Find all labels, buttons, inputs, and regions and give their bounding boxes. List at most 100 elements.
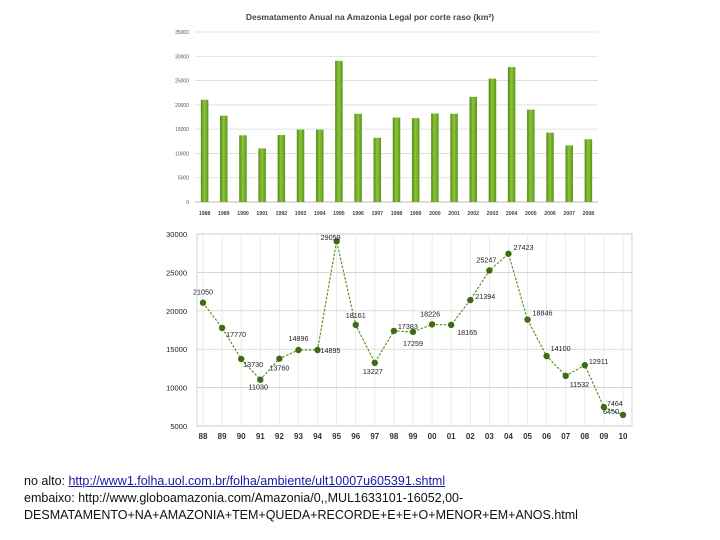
line-x-tick-label: 03 [485,432,494,441]
line-x-tick-label: 05 [523,432,532,441]
caption-top-link[interactable]: http://www1.folha.uol.com.br/folha/ambie… [68,474,446,488]
line-chart: 5000 10000 15000 20000 25000 30000 21050 17770 1… [166,230,633,441]
bar-y-tick-label: 25000 [175,79,189,85]
bar-x-tick-label: 1994 [314,211,326,217]
bar-1988 [200,99,209,202]
bar-x-tick-label: 1992 [276,211,288,217]
bar-x-tick-label: 2001 [448,211,460,217]
line-data-label: 25247 [476,256,496,265]
line-data-label: 18226 [420,309,440,318]
line-y-tick-label: 10000 [166,384,187,393]
line-y-tick-label: 5000 [170,422,187,431]
bar-1995 [335,60,343,202]
line-x-tick-label: 95 [332,432,341,441]
line-x-tick-label: 02 [466,432,475,441]
line-data-label: 18165 [457,328,477,337]
line-x-tick-label: 01 [447,432,456,441]
line-x-tick-label: 91 [256,432,265,441]
bar-x-tick-label: 1998 [391,211,403,217]
line-point-88 [199,299,207,306]
line-data-label: 29059 [321,233,341,242]
bar-x-tick-label: 2008 [583,211,595,217]
line-x-tick-label: 04 [504,432,513,441]
line-point-06 [543,352,550,360]
bar-1999 [411,118,420,202]
bar-x-tick-label: 2000 [429,211,441,217]
bar-chart: Desmatamento Anual na Amazonia Legal por… [175,12,598,217]
bar-x-tick-label: 2005 [525,211,537,217]
line-data-label: 13730 [243,360,263,369]
line-data-label: 17383 [398,322,418,331]
bar-2001 [450,113,458,202]
bar-1991 [258,148,266,202]
bar-y-tick-label: 20000 [175,103,189,109]
bar-2007 [565,145,573,202]
bar-x-tick-label: 1988 [199,211,211,217]
line-x-tick-label: 92 [275,432,284,441]
bar-x-tick-label: 1990 [237,211,249,217]
line-point-00 [428,321,436,328]
bar-x-tick-label: 1999 [410,211,422,217]
bar-x-tick-label: 1995 [333,211,345,217]
line-point-96 [352,321,359,329]
line-data-label: 12911 [589,357,608,366]
line-data-label: 14895 [321,346,341,355]
bar-x-tick-label: 2004 [506,211,518,217]
line-point-91 [257,376,264,383]
line-data-label: 7464 [607,399,623,408]
line-data-label: 18846 [533,309,553,318]
line-x-tick-label: 00 [428,432,437,441]
caption-top-prefix: no alto: [24,474,69,488]
bar-x-tick-label: 2006 [544,211,556,217]
line-x-tick-label: 98 [389,432,398,441]
line-point-97 [371,359,379,367]
line-x-tick-label: 89 [218,432,227,441]
bar-x-tick-label: 1993 [295,211,307,217]
line-point-03 [486,267,493,274]
line-data-label: 17259 [403,339,423,348]
bar-y-tick-label: 0 [186,200,189,206]
bar-2002 [469,96,478,202]
bar-1989 [220,115,228,202]
line-point-93 [295,346,302,354]
caption-bottom-source-line2: DESMATAMENTO+NA+AMAZONIA+TEM+QUEDA+RECOR… [24,508,578,522]
bar-1994 [315,129,324,202]
bar-1993 [296,129,305,202]
bar-2000 [431,113,439,202]
line-point-07 [562,372,569,380]
bar-x-tick-label: 1991 [256,211,268,217]
line-data-label: 27423 [513,243,533,252]
line-y-tick-label: 15000 [166,345,187,354]
bar-1990 [239,135,247,202]
line-point-92 [276,355,283,362]
line-x-tick-label: 97 [370,432,379,441]
line-data-label: 14896 [288,334,308,343]
bar-1997 [373,137,382,202]
line-point-01 [447,321,455,329]
bar-y-tick-label: 10000 [175,151,189,157]
bar-1992 [277,135,286,202]
line-y-tick-label: 20000 [166,307,187,316]
line-series-path [202,241,624,416]
line-data-label: 11030 [249,383,268,392]
line-y-tick-label: 25000 [166,268,187,277]
line-x-tick-label: 10 [619,432,628,441]
bar-2004 [507,67,516,203]
line-data-label: 17770 [226,330,246,339]
bar-1996 [354,113,362,202]
line-point-05 [524,316,531,323]
line-x-tick-label: 07 [561,432,570,441]
line-x-tick-label: 06 [542,432,551,441]
line-y-tick-label: 30000 [166,230,187,239]
line-x-tick-label: 93 [294,432,303,441]
line-point-95 [333,238,340,245]
line-x-tick-label: 99 [409,432,418,441]
bar-x-tick-label: 1996 [352,211,364,217]
line-point-90 [237,355,245,363]
line-x-tick-label: 08 [580,432,589,441]
bar-y-tick-label: 30000 [175,54,189,60]
line-data-label: 13760 [269,364,289,373]
caption-bottom-source-line1: embaixo: http://www.globoamazonia.com/Am… [24,491,464,505]
line-point-89 [218,324,226,332]
bar-x-tick-label: 2003 [487,211,499,217]
